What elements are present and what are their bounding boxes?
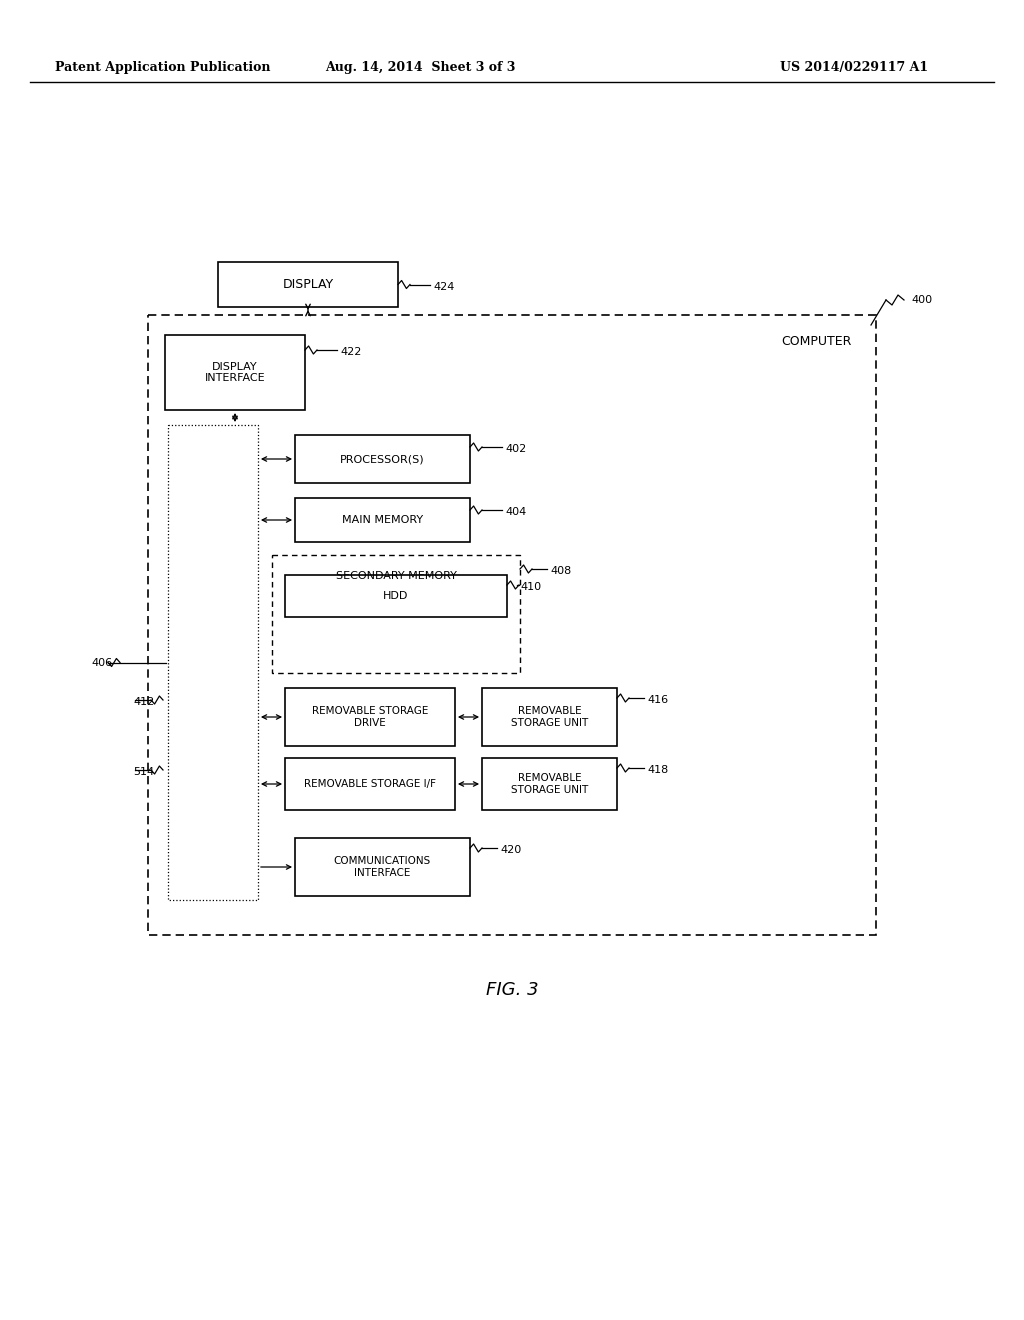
Text: COMMUNICATIONS
INTERFACE: COMMUNICATIONS INTERFACE (334, 857, 431, 878)
Text: 416: 416 (647, 696, 668, 705)
Bar (295, 436, 470, 483)
Text: 422: 422 (340, 347, 361, 356)
Text: 418: 418 (647, 766, 669, 775)
Text: 404: 404 (505, 507, 526, 517)
Bar (272, 554, 520, 673)
Text: REMOVABLE
STORAGE UNIT: REMOVABLE STORAGE UNIT (511, 774, 588, 795)
Text: REMOVABLE STORAGE
DRIVE: REMOVABLE STORAGE DRIVE (312, 706, 428, 727)
Text: DISPLAY
INTERFACE: DISPLAY INTERFACE (205, 362, 265, 383)
Bar (295, 838, 470, 896)
Bar (168, 425, 258, 900)
Text: DISPLAY: DISPLAY (283, 279, 334, 290)
Bar (482, 758, 617, 810)
Text: 420: 420 (500, 845, 521, 855)
Bar (482, 688, 617, 746)
Text: 408: 408 (550, 566, 571, 576)
Text: 406: 406 (92, 657, 113, 668)
Text: MAIN MEMORY: MAIN MEMORY (342, 515, 423, 525)
Text: 410: 410 (520, 582, 541, 591)
Bar (148, 315, 876, 935)
Text: 412: 412 (133, 697, 155, 708)
Text: 514: 514 (133, 767, 155, 777)
Bar (295, 498, 470, 543)
Text: COMPUTER: COMPUTER (781, 335, 851, 348)
Bar (285, 688, 455, 746)
Text: Aug. 14, 2014  Sheet 3 of 3: Aug. 14, 2014 Sheet 3 of 3 (325, 62, 515, 74)
Text: HDD: HDD (383, 591, 409, 601)
Bar (285, 758, 455, 810)
Text: REMOVABLE STORAGE I/F: REMOVABLE STORAGE I/F (304, 779, 436, 789)
Text: FIG. 3: FIG. 3 (485, 981, 539, 999)
Text: PROCESSOR(S): PROCESSOR(S) (340, 454, 425, 465)
Bar (165, 335, 305, 411)
Text: REMOVABLE
STORAGE UNIT: REMOVABLE STORAGE UNIT (511, 706, 588, 727)
Text: 402: 402 (505, 444, 526, 454)
Bar (218, 261, 398, 308)
Text: Patent Application Publication: Patent Application Publication (55, 62, 270, 74)
Text: US 2014/0229117 A1: US 2014/0229117 A1 (780, 62, 928, 74)
Bar (285, 576, 507, 616)
Text: 424: 424 (433, 281, 455, 292)
Text: 400: 400 (911, 294, 932, 305)
Text: SECONDARY MEMORY: SECONDARY MEMORY (336, 572, 457, 581)
